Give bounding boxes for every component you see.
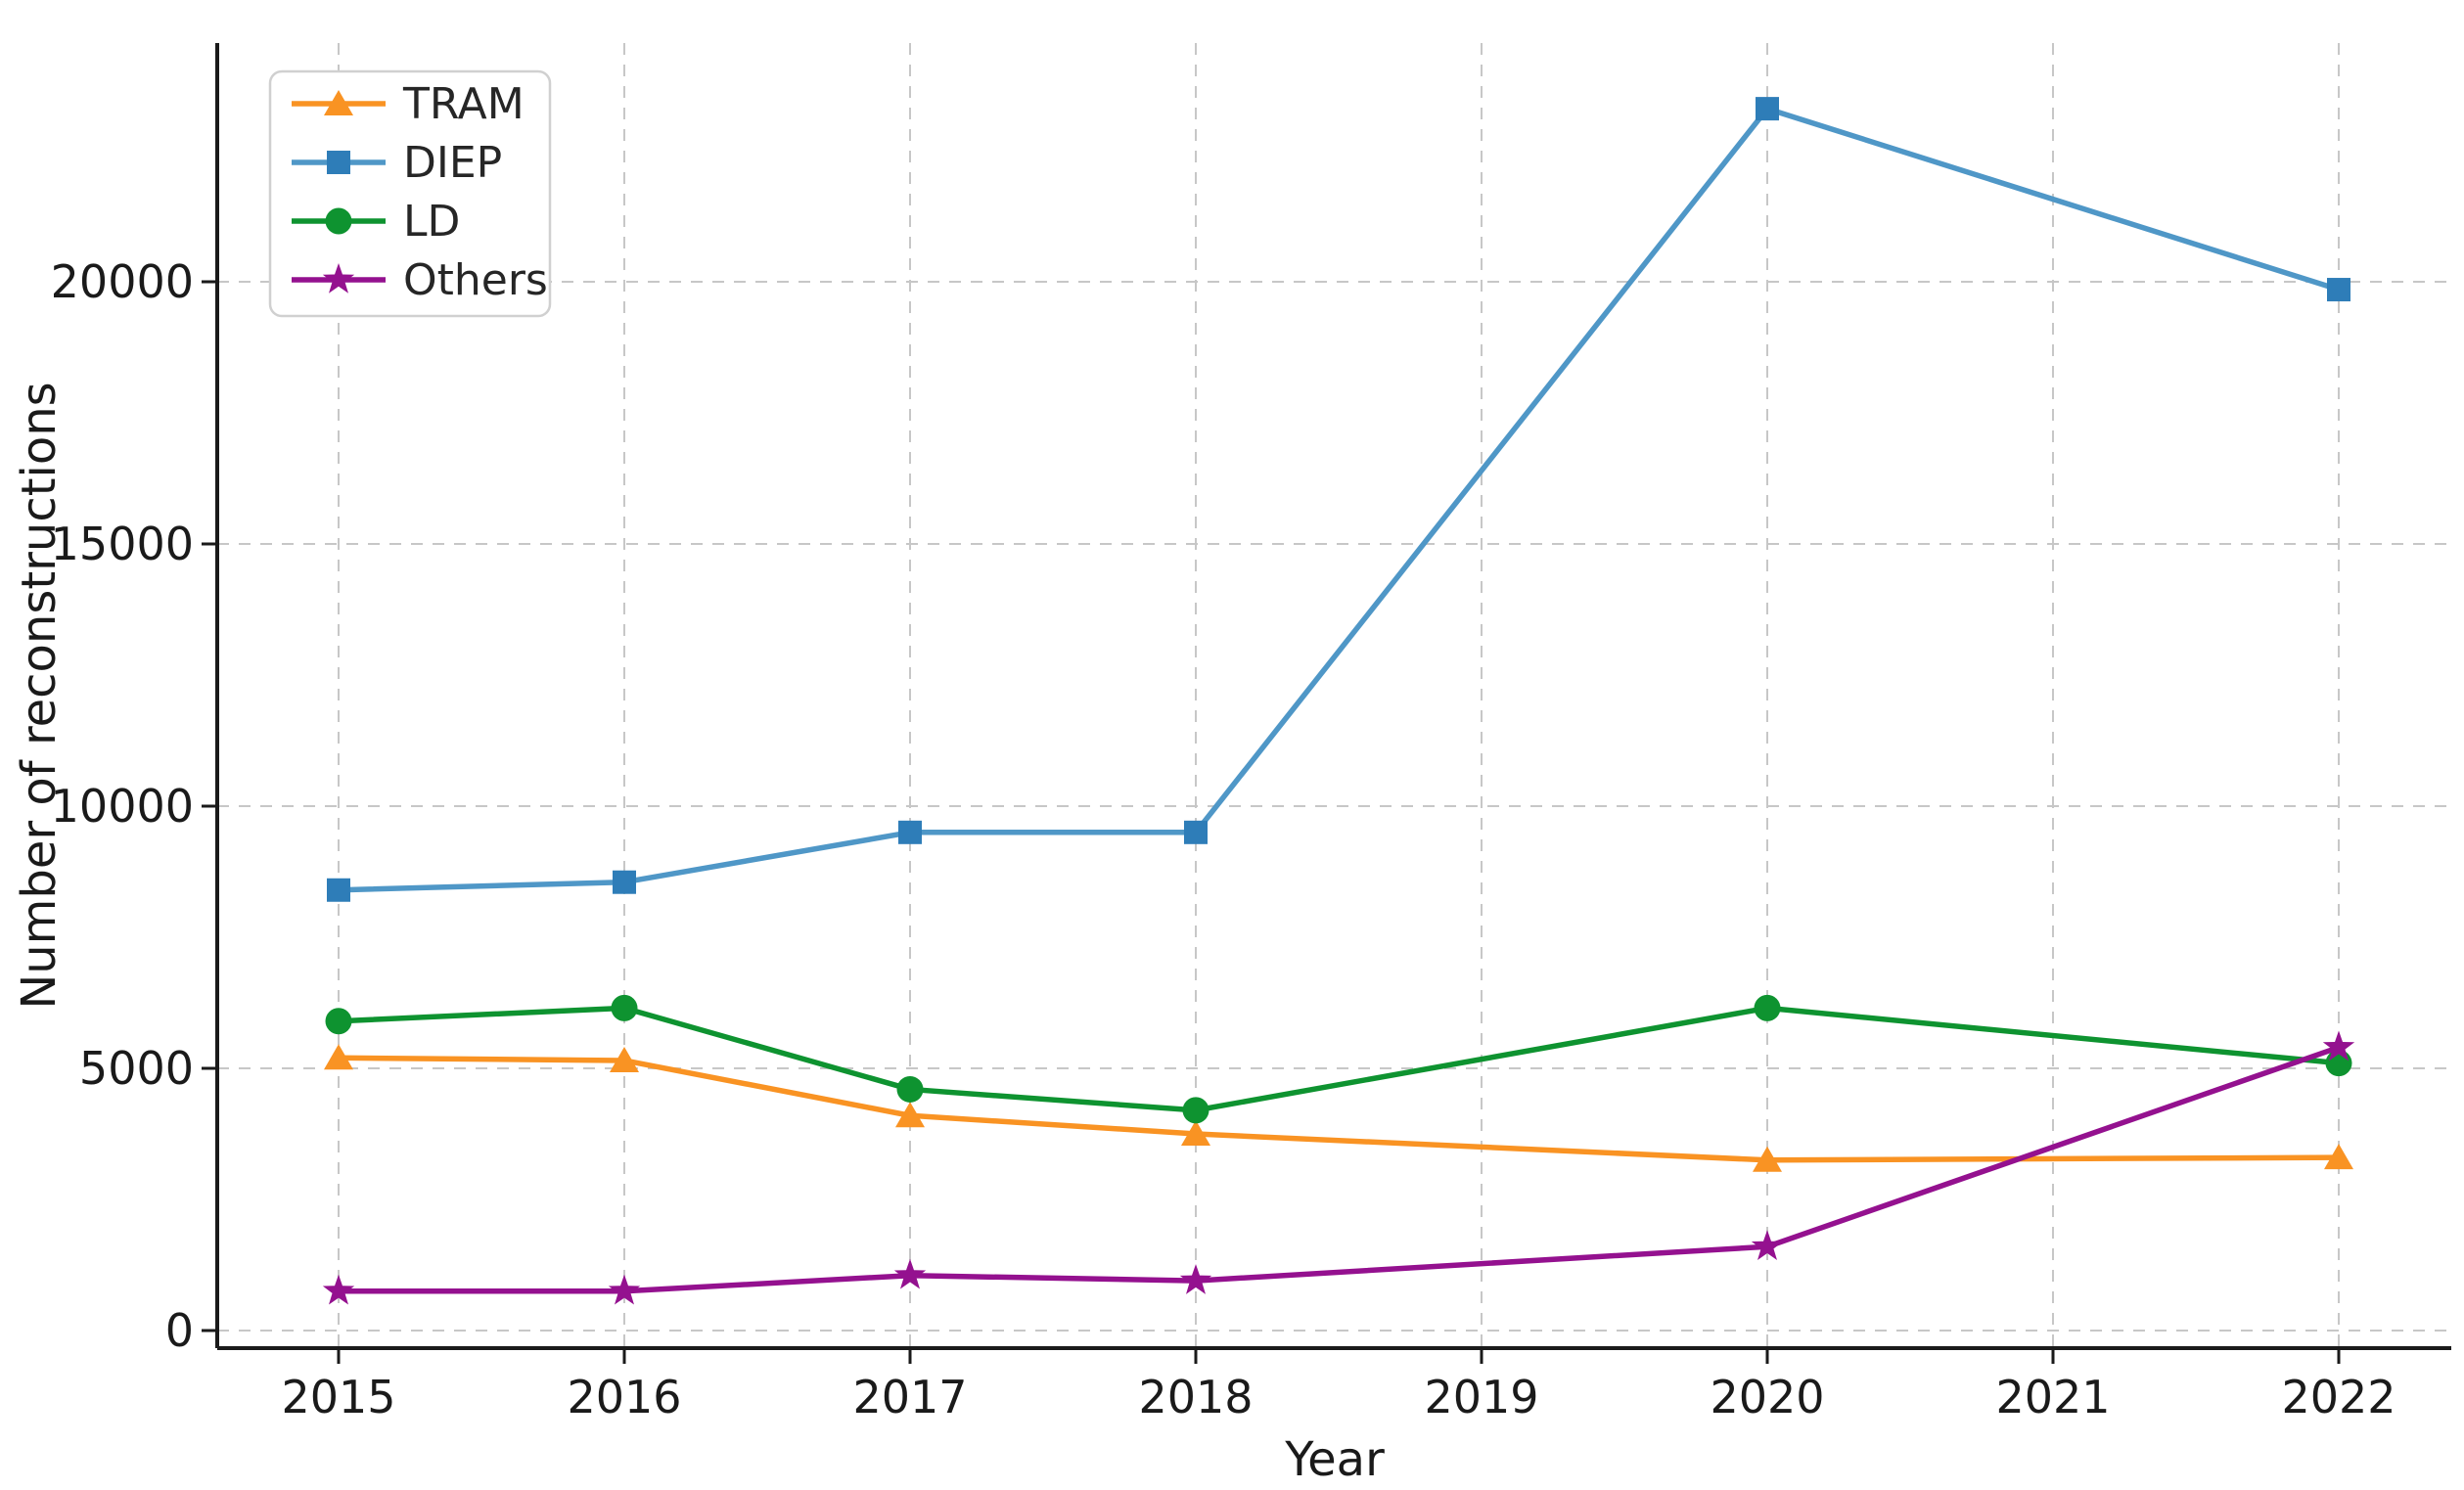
data-point-DIEP-2015 [327,878,350,902]
data-point-TRAM-2022 [2324,1144,2353,1170]
data-point-DIEP-2018 [1184,820,1208,844]
data-point-DIEP-2020 [1756,97,1779,121]
legend-label-TRAM: TRAM [402,79,525,129]
legend-item-LD: LD [292,197,460,247]
data-point-TRAM-2016 [610,1046,639,1072]
x-tick-label-2016: 2016 [567,1371,681,1423]
axes-layer: 0 5000 10000 15000 20000 2015 2016 2017 2018 2019… [51,43,2451,1423]
data-point-DIEP-2022 [2327,278,2350,302]
legend-item-TRAM: TRAM [292,79,525,129]
data-point-DIEP-2017 [898,820,922,844]
data-point-TRAM-2017 [895,1102,925,1128]
legend-item-DIEP: DIEP [292,138,502,188]
series-Others [322,1030,2355,1305]
data-point-LD-2017 [896,1075,924,1103]
y-tick-label-0: 0 [165,1304,194,1357]
x-tick-label-2017: 2017 [852,1371,967,1423]
series-LD [325,994,2352,1124]
legend-box [268,69,552,318]
series-TRAM [324,1044,2353,1172]
legend-item-Others: Others [292,255,548,305]
series-line-DIEP [336,106,2342,893]
y-tick-label-5000: 5000 [79,1042,194,1095]
legend-marker-DIEP [327,151,350,174]
x-tick-label-2022: 2022 [2281,1371,2396,1423]
data-point-Others-2015 [322,1274,355,1305]
legend-layer: TRAM DIEP LD Others [268,69,552,318]
data-point-LD-2016 [611,994,638,1021]
data-point-TRAM-2018 [1181,1120,1210,1146]
series-layer [322,97,2355,1305]
legend-marker-LD [325,207,352,235]
y-tick-label-10000: 10000 [51,780,194,833]
data-point-TRAM-2020 [1753,1146,1782,1172]
data-point-Others-2018 [1179,1264,1212,1294]
x-tick-label-2021: 2021 [1995,1371,2110,1423]
series-line-Others [336,1044,2342,1294]
legend-label-DIEP: DIEP [403,138,502,188]
data-point-Others-2022 [2322,1030,2355,1061]
x-tick-label-2015: 2015 [281,1371,395,1423]
x-tick-label-2018: 2018 [1138,1371,1253,1423]
y-axis-label: Number of reconstructions [12,382,67,1009]
series-line-TRAM [336,1055,2342,1163]
legend-marker-Others [322,263,355,293]
data-point-LD-2015 [325,1008,352,1035]
y-tick-label-15000: 15000 [51,518,194,570]
data-point-TRAM-2015 [324,1044,353,1070]
y-tick-label-20000: 20000 [51,255,194,308]
data-point-Others-2017 [893,1258,927,1289]
series-DIEP [327,97,2350,902]
x-axis-label: Year [1284,1432,1385,1487]
x-tick-label-2020: 2020 [1710,1371,1824,1423]
data-point-Others-2020 [1751,1230,1784,1260]
x-tick-label-2019: 2019 [1424,1371,1538,1423]
data-point-Others-2016 [608,1274,641,1305]
legend-label-LD: LD [403,197,460,247]
data-point-DIEP-2016 [613,870,636,894]
legend-marker-TRAM [324,90,353,115]
grid-layer [217,43,2451,1348]
legend-label-Others: Others [403,255,548,305]
data-point-LD-2018 [1182,1097,1209,1124]
series-line-LD [336,1005,2342,1113]
data-point-LD-2020 [1754,994,1781,1021]
